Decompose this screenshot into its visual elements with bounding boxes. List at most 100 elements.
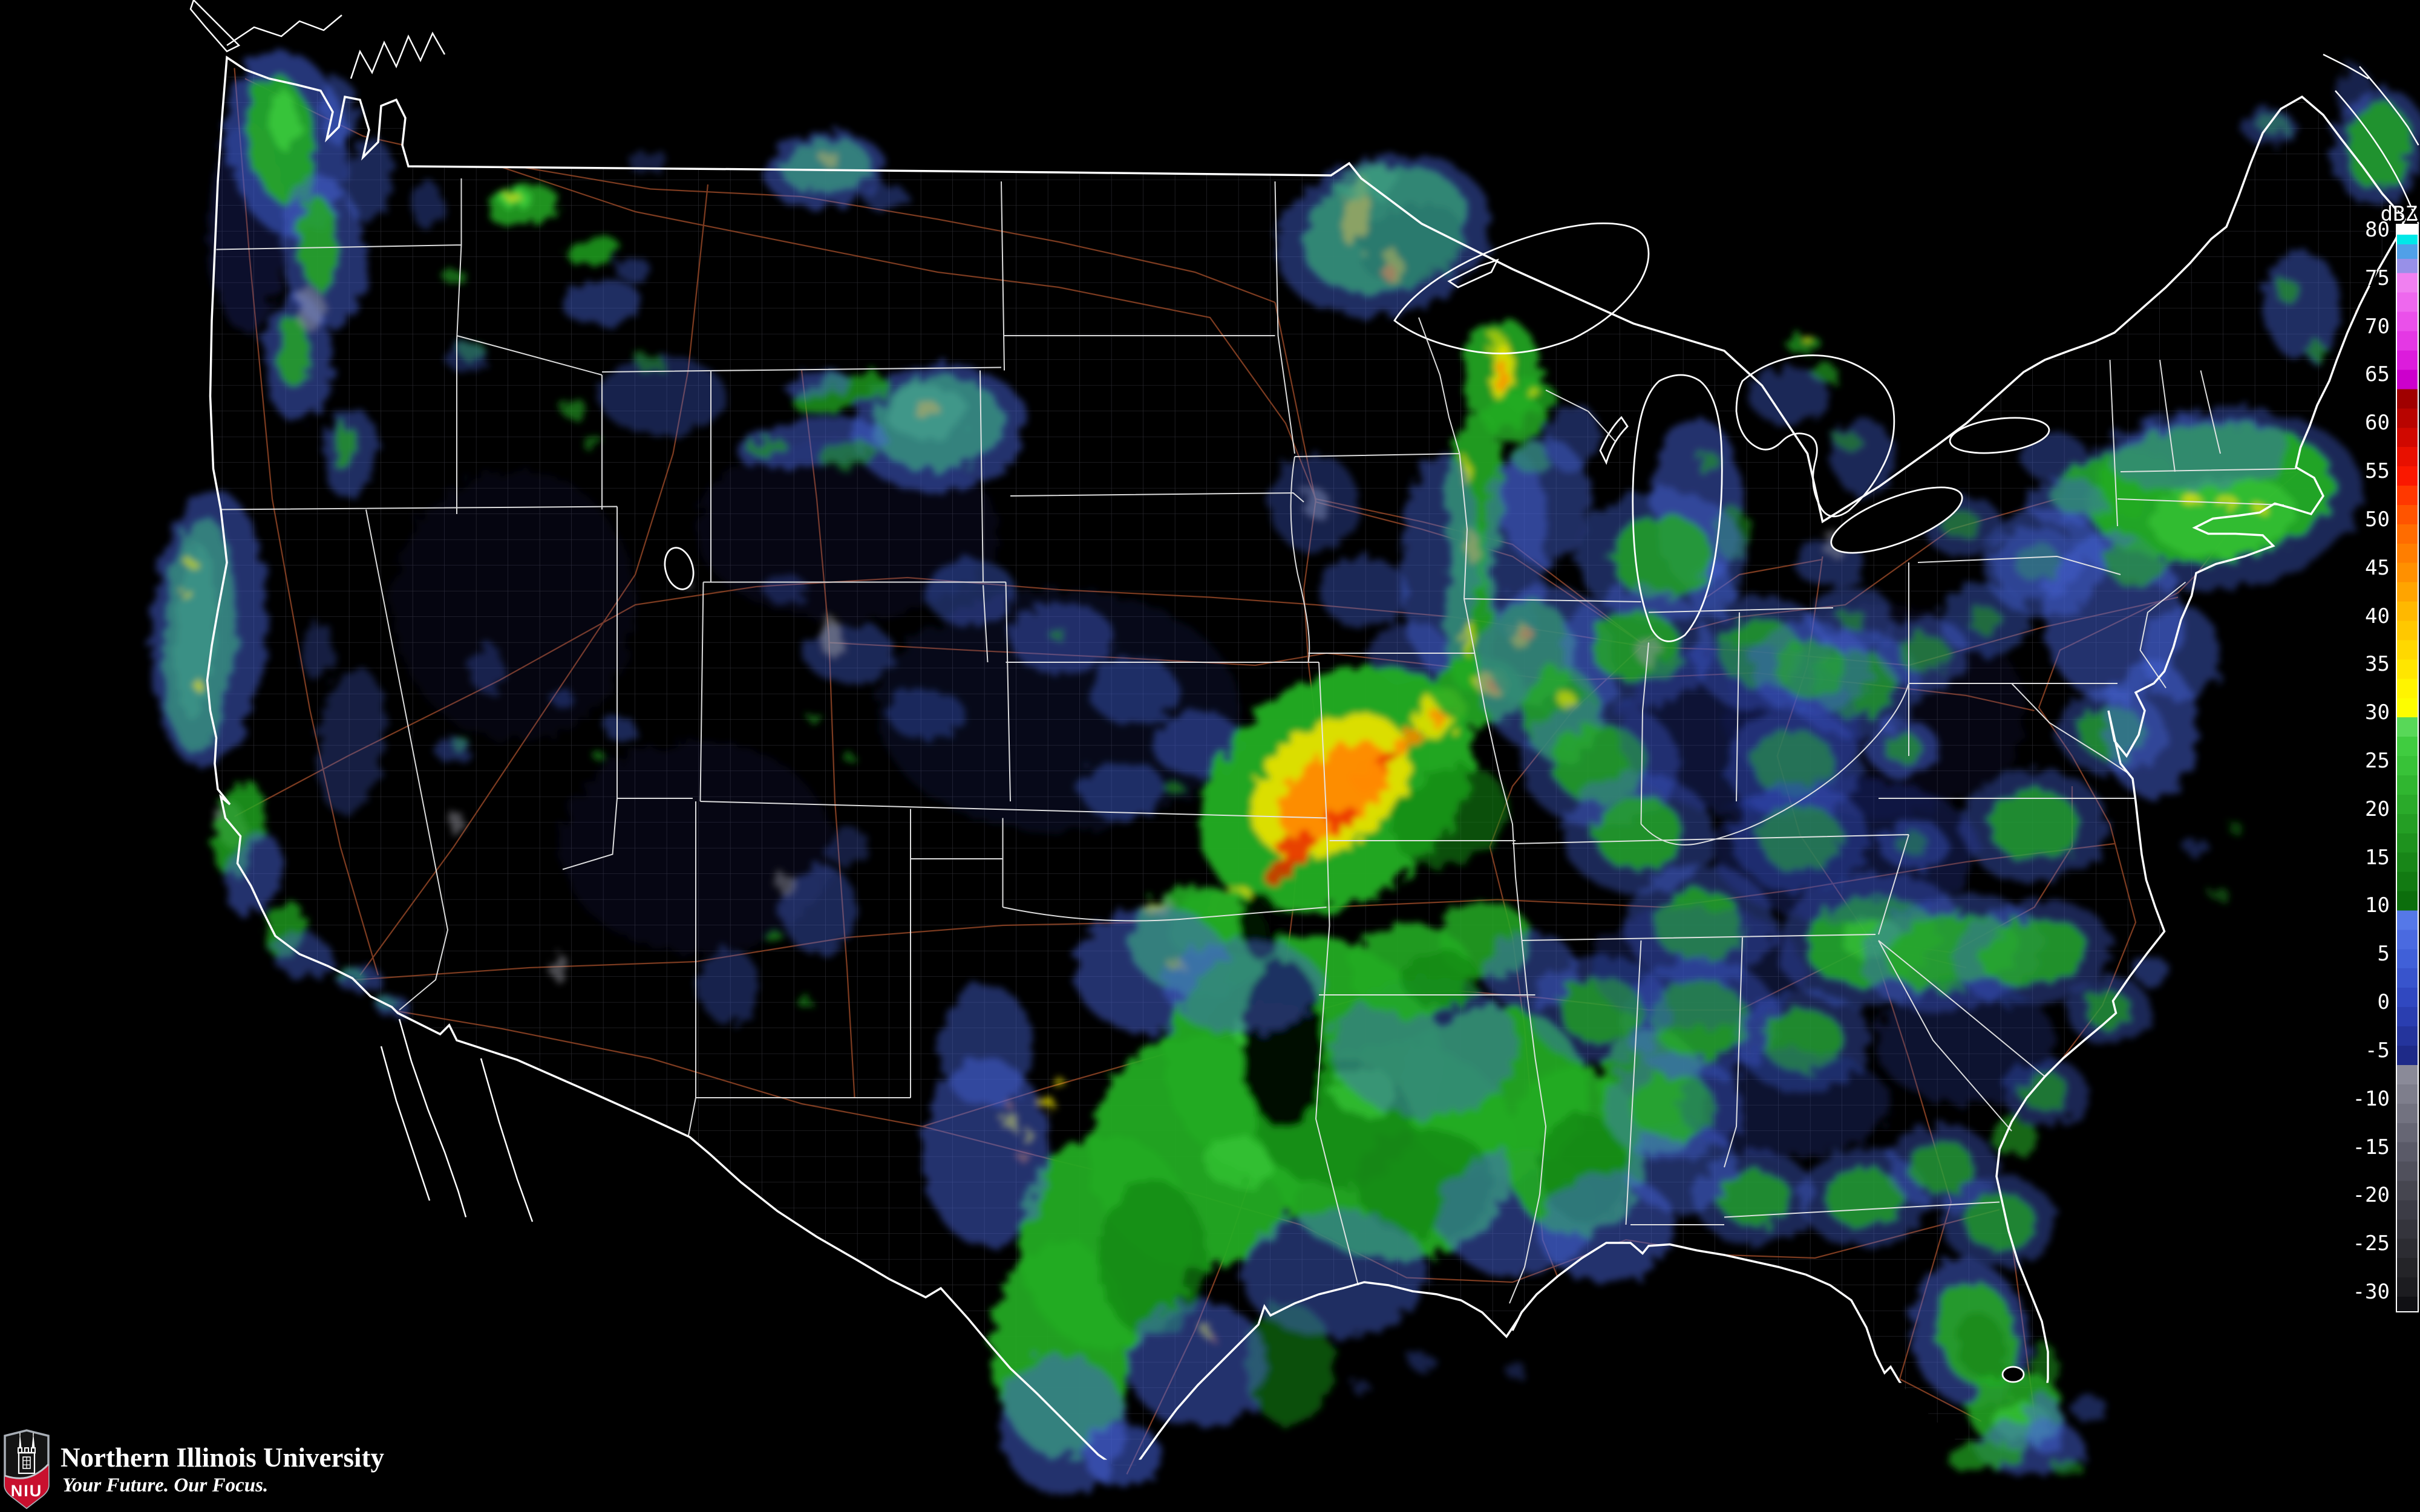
- colorbar-tick: 25: [2293, 751, 2390, 771]
- radar-echo: [296, 289, 324, 331]
- colorbar-tick: -20: [2293, 1185, 2390, 1205]
- radar-echo: [2228, 823, 2243, 835]
- radar-echo: [1411, 1355, 1439, 1373]
- radar-echo: [604, 717, 637, 741]
- radar-echo: [1591, 907, 1803, 1028]
- radar-echo: [926, 559, 1016, 626]
- radar-echo: [888, 688, 964, 740]
- colorbar-tick: 70: [2293, 316, 2390, 337]
- radar-echo: [614, 257, 650, 281]
- org-wordmark: Northern Illinois University: [60, 1444, 384, 1471]
- conus-radar-map: [0, 0, 2420, 1512]
- radar-echo: [1526, 387, 1539, 396]
- radar-echo: [2307, 344, 2328, 359]
- radar-echo: [635, 353, 666, 374]
- radar-echo: [1832, 417, 1895, 496]
- radar-echo: [1802, 336, 1811, 342]
- radar-echo: [377, 997, 410, 1018]
- colorbar-tick: 65: [2293, 364, 2390, 385]
- colorbar-tick: 55: [2293, 461, 2390, 481]
- radar-echo: [1990, 1119, 2039, 1155]
- radar-echo: [1080, 759, 1165, 820]
- colorbar-tick: -25: [2293, 1233, 2390, 1254]
- colorbar-tick: 40: [2293, 606, 2390, 627]
- radar-echo: [2242, 109, 2296, 145]
- radar-echo: [1787, 333, 1820, 354]
- radar-echo: [2105, 540, 2166, 585]
- radar-echo: [1083, 1423, 1162, 1487]
- radar-echo: [448, 812, 466, 836]
- radar-echo: [2211, 888, 2229, 903]
- radar-echo: [1546, 402, 1600, 475]
- radar-echo: [940, 985, 1033, 1109]
- radar-echo: [411, 180, 442, 229]
- colorbar-tick: 75: [2293, 268, 2390, 288]
- radar-echo: [1718, 1169, 1791, 1227]
- radar-echo: [549, 954, 571, 982]
- radar-echo: [1505, 1363, 1526, 1378]
- radar-mosaic-screen: dBZ 80 75 70 65 60 55 50 45 40 35 30 25 20 15 10 5 0 -5 -1…: [0, 0, 2420, 1512]
- radar-echo: [1679, 1049, 1891, 1158]
- radar-echo: [1750, 368, 1829, 425]
- radar-echo: [2054, 1461, 2084, 1479]
- radar-echo: [1898, 634, 1950, 673]
- radar-echo: [593, 752, 605, 761]
- radar-echo: [436, 737, 472, 764]
- radar-echo: [551, 689, 575, 708]
- colorbar-tick: 20: [2293, 799, 2390, 820]
- radar-echo: [561, 401, 589, 419]
- radar-echo: [1637, 635, 1661, 665]
- colorbar-tick: 5: [2293, 943, 2390, 964]
- radar-echo: [2216, 498, 2237, 507]
- radar-echo: [819, 619, 843, 655]
- radar-echo: [1989, 789, 2080, 862]
- radar-echo: [699, 948, 759, 1024]
- radar-echo: [844, 755, 856, 764]
- radar-echo: [336, 965, 381, 992]
- radar-echo: [185, 559, 197, 565]
- colorbar-tick: -15: [2293, 1137, 2390, 1158]
- radar-echo: [1983, 508, 2107, 617]
- niu-logo: NIU Northern Illinois University Your Fu…: [0, 1425, 544, 1512]
- radar-echo: [1050, 629, 1068, 641]
- radar-echo: [2184, 838, 2208, 856]
- radar-echo: [864, 183, 906, 210]
- radar-echo: [2084, 991, 2133, 1030]
- radar-echo: [629, 151, 672, 175]
- colorbar-tick: -30: [2293, 1282, 2390, 1302]
- radar-echo: [1321, 558, 1408, 628]
- colorbar-tick: 30: [2293, 702, 2390, 723]
- radar-echo: [1089, 658, 1180, 725]
- radar-echo: [178, 588, 191, 598]
- shield-acronym: NIU: [11, 1482, 43, 1500]
- radar-echo: [583, 435, 604, 451]
- radar-echo: [797, 995, 813, 1007]
- org-tagline: Your Future. Our Focus.: [62, 1476, 268, 1496]
- radar-echo: [805, 623, 895, 683]
- radar-echo: [765, 931, 783, 943]
- radar-echo: [1839, 610, 1866, 631]
- radar-echo: [469, 644, 505, 692]
- radar-echo: [192, 677, 201, 689]
- mosaic-caption: NIU METEOROLOGY NEXRAD 1KM MOSAIC 04-24-…: [742, 1483, 1677, 1512]
- colorbar-tick: -10: [2293, 1089, 2390, 1109]
- colorbar-tick: 45: [2293, 558, 2390, 578]
- radar-echo: [1836, 432, 1860, 451]
- radar-echo: [2032, 1344, 2059, 1384]
- colorbar-tick: 0: [2293, 992, 2390, 1012]
- radar-echo: [508, 194, 520, 203]
- radar-echo: [1593, 797, 1684, 870]
- radar-echo: [1270, 454, 1358, 553]
- radar-echo: [1156, 897, 1174, 921]
- radar-echo: [1204, 1137, 1270, 1185]
- radar-echo: [1128, 1300, 1267, 1427]
- radar-echo: [1401, 950, 1479, 1007]
- radar-echo: [442, 268, 466, 283]
- colorbar-tick: 80: [2293, 220, 2390, 240]
- radar-echo: [1508, 381, 1557, 414]
- colorbar-tick: 50: [2293, 509, 2390, 530]
- radar-echo: [823, 829, 871, 865]
- radar-echo: [2074, 1396, 2107, 1423]
- radar-echo: [809, 714, 825, 726]
- radar-echo: [1240, 1210, 1428, 1337]
